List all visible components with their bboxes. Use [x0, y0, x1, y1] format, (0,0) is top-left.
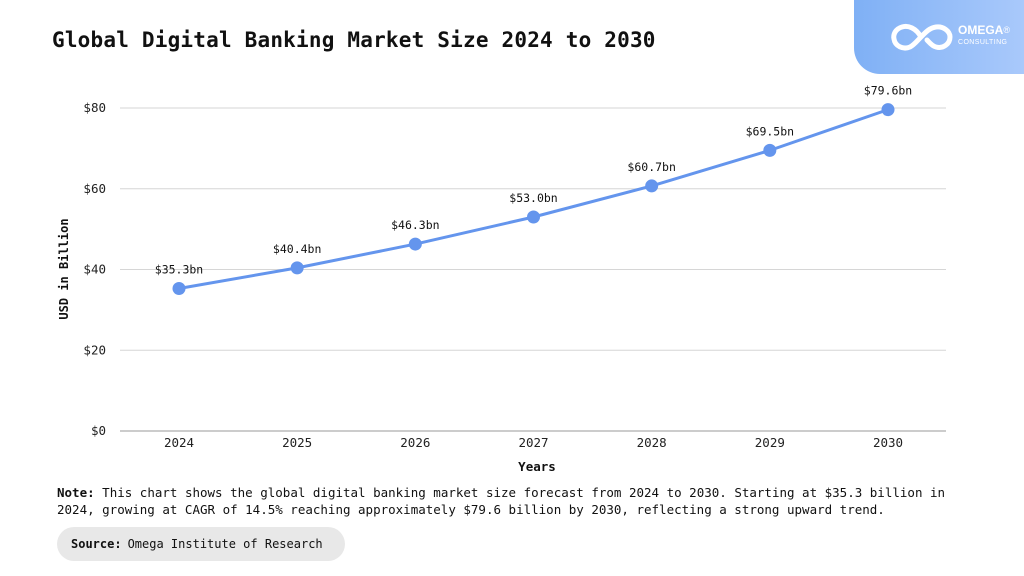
chart-note: Note: This chart shows the global digita… — [57, 484, 977, 518]
logo-name: OMEGA — [958, 23, 1004, 37]
y-tick-label: $0 — [91, 423, 106, 438]
data-label: $40.4bn — [273, 242, 321, 256]
data-point — [645, 179, 659, 193]
data-label: $69.5bn — [746, 124, 794, 138]
x-tick-label: 2024 — [164, 435, 194, 450]
source-label: Source: — [71, 537, 122, 551]
data-label: $53.0bn — [509, 191, 557, 205]
note-label: Note: — [57, 485, 95, 500]
x-axis-title: Years — [518, 459, 556, 474]
data-point — [172, 281, 186, 295]
x-tick-label: 2028 — [637, 435, 667, 450]
source-badge: Source: Omega Institute of Research — [57, 527, 345, 561]
x-tick-label: 2026 — [400, 435, 430, 450]
y-tick-label: $60 — [83, 181, 106, 196]
source-text: Omega Institute of Research — [127, 537, 323, 551]
y-tick-label: $20 — [83, 342, 106, 357]
data-point — [881, 103, 895, 117]
logo-subtitle: CONSULTING — [958, 39, 1008, 46]
y-axis-title: USD in Billion — [57, 218, 71, 319]
logo-registered: ® — [1003, 25, 1010, 35]
y-tick-label: $80 — [83, 100, 106, 115]
data-label: $60.7bn — [627, 160, 675, 174]
infinity-logo-icon — [891, 23, 953, 51]
data-label: $35.3bn — [155, 262, 203, 276]
y-tick-label: $40 — [83, 262, 106, 277]
data-point — [527, 210, 540, 224]
x-tick-label: 2030 — [873, 435, 903, 450]
chart-title: Global Digital Banking Market Size 2024 … — [52, 28, 656, 52]
data-point — [763, 143, 777, 157]
x-tick-label: 2029 — [755, 435, 785, 450]
data-point — [290, 261, 304, 275]
line-chart: $0 $20 $40 $60 $80 2024 2025 2026 2027 2028 2029 20… — [57, 84, 946, 474]
x-tick-label: 2027 — [518, 435, 548, 450]
data-label: $79.6bn — [864, 84, 912, 98]
omega-logo: OMEGA® CONSULTING — [854, 0, 1024, 74]
data-label: $46.3bn — [391, 218, 439, 232]
note-text: This chart shows the global digital bank… — [57, 485, 946, 517]
data-point — [408, 237, 422, 251]
x-tick-label: 2025 — [282, 435, 312, 450]
